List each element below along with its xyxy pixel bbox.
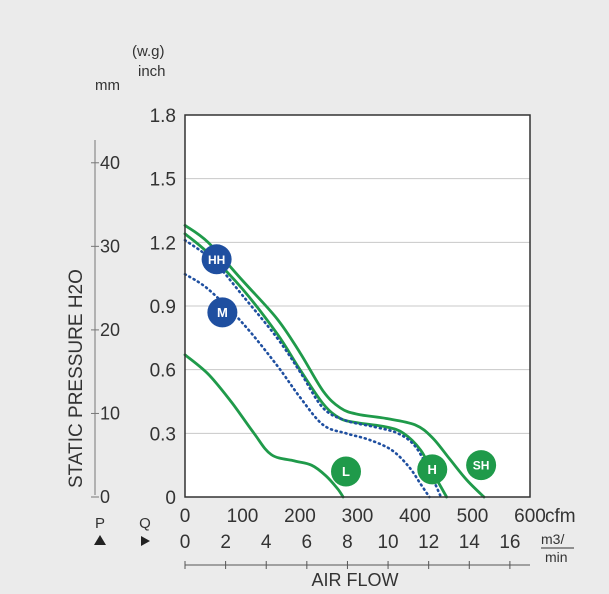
y-axis-inch-ticks: 0 0.3 0.6 0.9 1.2 1.5 1.8 [150, 106, 176, 509]
x-axis-title: AIR FLOW [311, 570, 398, 590]
x-tick-m3min-label: 0 [180, 532, 191, 553]
curve-l [183, 353, 345, 499]
x-tick-m3min-label: 2 [220, 532, 231, 553]
y-tick-mm-label: 30 [100, 236, 120, 256]
y-tick-inch-label: 0 [165, 488, 176, 509]
y-tick-mm-label: 20 [100, 320, 120, 340]
y-tick-inch-label: 0.3 [150, 424, 176, 445]
curve-sh [183, 224, 486, 499]
q-marker-arrow-icon [141, 536, 150, 546]
y-tick-inch-label: 0.6 [150, 361, 176, 382]
q-marker-label: Q [139, 515, 151, 532]
curve-badge-label-sh: SH [473, 459, 490, 473]
x-tick-m3min-label: 10 [377, 532, 398, 553]
air-flow-rule-ticks [184, 561, 511, 569]
curve-badge-h [417, 454, 448, 485]
curve-badge-label-hh: HH [208, 253, 225, 267]
x-axis-m3min-ticks: 0 2 4 6 8 10 12 14 16 [180, 532, 521, 553]
x-tick-m3min-label: 8 [342, 532, 353, 553]
y-unit-inch: inch [138, 63, 166, 80]
curve-badge-label-l: L [342, 464, 350, 479]
x-tick-m3min-label: 4 [261, 532, 272, 553]
x-tick-cfm-label: 300 [342, 506, 374, 527]
x-tick-m3min-label: 6 [302, 532, 313, 553]
y-unit-mm: mm [95, 77, 120, 94]
x-unit-cfm: cfm [545, 506, 576, 527]
y-axis-title: STATIC PRESSURE H2O [66, 269, 87, 488]
x-unit-min: min [545, 549, 568, 565]
x-tick-cfm-label: 100 [227, 506, 259, 527]
p-marker-label: P [95, 515, 105, 532]
performance-curves [183, 224, 486, 499]
curve-badge-l [331, 456, 361, 487]
y-axis-mm-ticks: 0 10 20 30 40 [91, 153, 120, 507]
x-tick-m3min-label: 14 [459, 532, 481, 553]
y-tick-mm-label: 10 [100, 403, 120, 423]
curve-badge-hh [201, 244, 232, 275]
x-unit-m3: m3/ [541, 531, 564, 547]
curve-hh [183, 238, 443, 499]
y-tick-mm-label: 40 [100, 153, 120, 173]
curve-m [183, 272, 431, 499]
x-tick-cfm-label: 400 [399, 506, 431, 527]
curve-badge-m [207, 297, 238, 328]
y-tick-inch-label: 1.5 [150, 170, 176, 191]
x-tick-cfm-label: 500 [457, 506, 489, 527]
y-tick-inch-label: 1.8 [150, 106, 176, 127]
x-tick-cfm-label: 0 [180, 506, 191, 527]
curve-badge-label-m: M [217, 305, 228, 320]
y-unit-wg: (w.g) [132, 43, 165, 60]
x-tick-m3min-label: 16 [499, 532, 520, 553]
x-axis-cfm-ticks: 0 100 200 300 400 500 600 [180, 506, 546, 527]
x-tick-m3min-label: 12 [418, 532, 439, 553]
curve-badge-sh [466, 450, 497, 481]
p-marker-arrow-icon [94, 535, 106, 545]
y-tick-inch-label: 1.2 [150, 233, 176, 254]
gridlines [185, 178, 530, 434]
curve-badge-label-h: H [428, 462, 437, 477]
x-tick-cfm-label: 200 [284, 506, 316, 527]
y-tick-mm-label: 0 [100, 487, 110, 507]
y-tick-inch-label: 0.9 [150, 297, 176, 318]
x-tick-cfm-label: 600 [514, 506, 546, 527]
plot-frame [184, 114, 531, 498]
